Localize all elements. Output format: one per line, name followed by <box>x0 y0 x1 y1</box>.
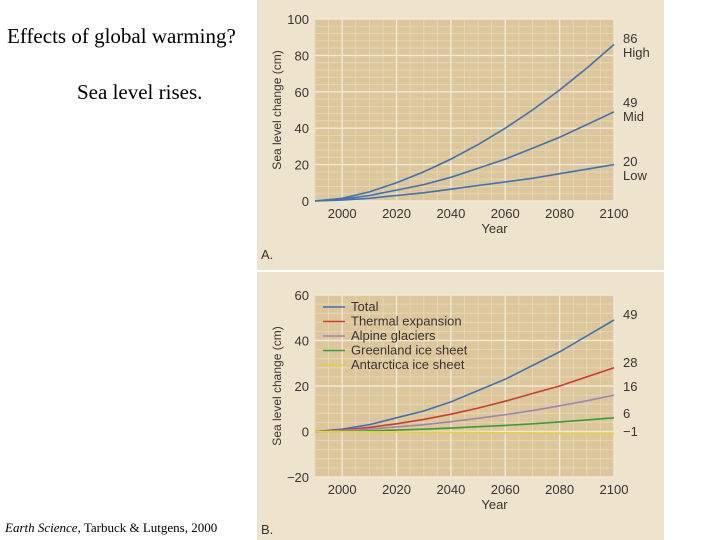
chart-b-legend-label-5: Antarctica ice sheet <box>351 357 465 372</box>
chart-b-series-line-3 <box>314 394 615 433</box>
chart-a-xtick-label: 2000 <box>328 206 357 221</box>
chart-b-series-line-2 <box>314 367 615 433</box>
chart-a-series-line-2 <box>314 111 615 202</box>
chart-b-end-value-3: 16 <box>623 379 637 394</box>
chart-a-panel-label: A. <box>261 247 273 262</box>
chart-b-xtick-label: 2080 <box>545 482 574 497</box>
chart-b-legend-label-4: Greenland ice sheet <box>351 343 468 358</box>
figure-panel-b: −20 0 20 40 60 2000 2020 2040 2060 2080 2100 Year Se… <box>257 272 664 540</box>
chart-a-ytick-label: 20 <box>295 158 309 173</box>
chart-a-ytick-label: 60 <box>295 85 309 100</box>
chart-b-end-value-5: −1 <box>623 424 638 439</box>
chart-a-ytick-label: 0 <box>302 194 309 209</box>
chart-b-ytick-label: 60 <box>295 288 309 303</box>
chart-a-series-line-1 <box>314 43 615 202</box>
citation-rest: , Tarbuck & Lutgens, 2000 <box>77 520 218 535</box>
chart-b-end-value-4: 6 <box>623 406 630 421</box>
chart-b-end-value-2: 28 <box>623 355 637 370</box>
citation-book: Earth Science <box>5 520 78 535</box>
chart-a-ytick-label: 80 <box>295 48 309 63</box>
chart-a-ytick-label: 100 <box>287 12 309 27</box>
chart-a-xtick-label: 2100 <box>600 206 629 221</box>
chart-a-end-name-3: Low <box>623 168 647 183</box>
chart-a-xtick-label: 2040 <box>436 206 465 221</box>
chart-b-legend-label-3: Alpine glaciers <box>351 328 436 343</box>
chart-b-ytick-label: 0 <box>302 425 309 440</box>
chart-b-series-line-1 <box>314 319 615 433</box>
chart-a-xtick-label: 2080 <box>545 206 574 221</box>
figure-panel-a: 0 20 40 60 80 100 2000 2020 2040 2060 2080 2100 Year… <box>257 0 664 270</box>
chart-a-series-line-3 <box>314 163 615 202</box>
chart-b-y-axis-title: Sea level change (cm) <box>270 326 284 445</box>
chart-b-xtick-label: 2060 <box>491 482 520 497</box>
chart-b-legend-label-2: Thermal expansion <box>351 314 462 329</box>
chart-a-y-axis-title: Sea level change (cm) <box>270 50 284 169</box>
chart-b-ytick-label: −20 <box>287 470 309 485</box>
chart-a-x-axis-title: Year <box>481 221 508 236</box>
chart-b-xtick-label: 2100 <box>600 482 629 497</box>
chart-b-ytick-label: 40 <box>295 334 309 349</box>
chart-a-xtick-label: 2020 <box>382 206 411 221</box>
chart-b-xtick-label: 2040 <box>436 482 465 497</box>
chart-b-x-axis-title: Year <box>481 497 508 512</box>
chart-b-ytick-label: 20 <box>295 379 309 394</box>
chart-b-xtick-label: 2000 <box>328 482 357 497</box>
chart-b-xtick-label: 2020 <box>382 482 411 497</box>
slide-title: Effects of global warming? <box>7 24 236 48</box>
chart-a-end-value-1: 86 <box>623 31 637 46</box>
chart-a-xtick-label: 2060 <box>491 206 520 221</box>
citation: Earth Science, Tarbuck & Lutgens, 2000 <box>5 520 217 536</box>
chart-a-end-value-2: 49 <box>623 95 637 110</box>
chart-b-series-line-5 <box>315 430 615 435</box>
chart-a-end-name-2: Mid <box>623 109 644 124</box>
chart-b-end-value-1: 49 <box>623 307 637 322</box>
chart-a-ytick-label: 40 <box>295 121 309 136</box>
chart-b-legend-label-1: Total <box>351 299 379 314</box>
chart-a-end-value-3: 20 <box>623 154 637 169</box>
slide-subtitle: Sea level rises. <box>77 80 203 104</box>
chart-a-end-name-1: High <box>623 45 650 60</box>
chart-b-panel-label: B. <box>261 522 273 537</box>
